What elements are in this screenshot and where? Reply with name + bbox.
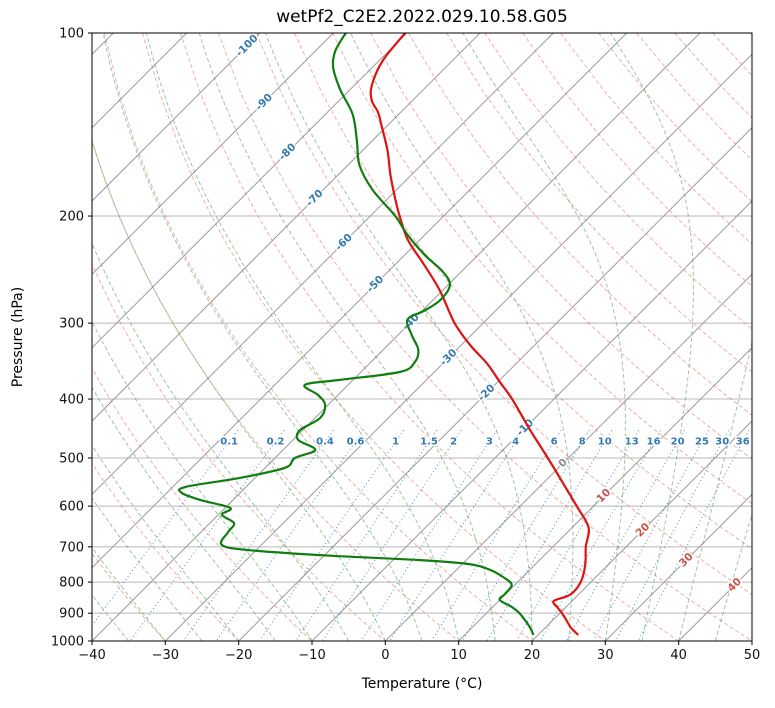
mixing-ratio-label: 10 (598, 437, 612, 448)
mixing-ratio-label: 13 (625, 437, 639, 448)
mixing-ratio-label: 3 (486, 437, 493, 448)
x-tick-label: 10 (450, 648, 467, 663)
x-tick-label: 40 (670, 648, 687, 663)
axes: −40 −30 −20 −10 0 10 20 30 40 5010020030040050060… (51, 27, 760, 664)
x-axis-label: Temperature (°C) (361, 676, 483, 692)
x-tick-label: −10 (298, 648, 325, 663)
y-tick-label: 300 (59, 317, 84, 332)
chart-title: wetPf2_C2E2.2022.029.10.58.G05 (276, 7, 568, 27)
y-tick-label: 900 (59, 607, 84, 622)
mixing-ratio-label: 0.4 (316, 437, 334, 448)
y-tick-label: 600 (59, 500, 84, 515)
mixing-ratio-label: 16 (647, 437, 661, 448)
x-tick-label: 20 (524, 648, 541, 663)
mixing-ratio-label: 25 (695, 437, 709, 448)
dry-adiabats (92, 33, 752, 641)
y-tick-label: 1000 (51, 635, 84, 650)
mixing-ratio-label: 0.1 (220, 437, 238, 448)
x-tick-label: −40 (78, 648, 105, 663)
x-tick-label: 30 (597, 648, 614, 663)
dewpoint-curve (177, 33, 535, 636)
y-tick-label: 200 (59, 210, 84, 225)
mixing-ratio-label: 6 (551, 437, 558, 448)
isotherm-lines (92, 33, 752, 641)
mixing-ratio-label: 30 (715, 437, 729, 448)
mixing-ratio-label: 1.5 (420, 437, 438, 448)
sounding-profiles (177, 33, 590, 636)
y-tick-label: 700 (59, 540, 84, 555)
x-tick-label: 0 (381, 648, 389, 663)
mixing-ratio-label: 1 (392, 437, 399, 448)
mixing-ratio-label: 2 (450, 437, 457, 448)
x-tick-label: −30 (152, 648, 179, 663)
line-labels: -100-90-80-70-60-50-40-30-20-10010203040… (219, 33, 751, 596)
y-tick-label: 500 (59, 451, 84, 466)
mixing-ratio-label: 0.2 (267, 437, 285, 448)
mixing-ratio-label: 4 (512, 437, 519, 448)
x-tick-label: 50 (744, 648, 761, 663)
moist-adiabats (92, 33, 752, 641)
mixing-ratio-lines (92, 429, 750, 641)
x-tick-label: −20 (225, 648, 252, 663)
y-tick-label: 800 (59, 576, 84, 591)
y-tick-label: 400 (59, 393, 84, 408)
mixing-ratio-label: 20 (671, 437, 685, 448)
mixing-ratio-label: 36 (736, 437, 750, 448)
y-tick-label: 100 (59, 27, 84, 42)
mixing-ratio-label: 8 (579, 437, 586, 448)
temperature-curve (369, 33, 590, 636)
mixing-ratio-label: 0.6 (347, 437, 365, 448)
